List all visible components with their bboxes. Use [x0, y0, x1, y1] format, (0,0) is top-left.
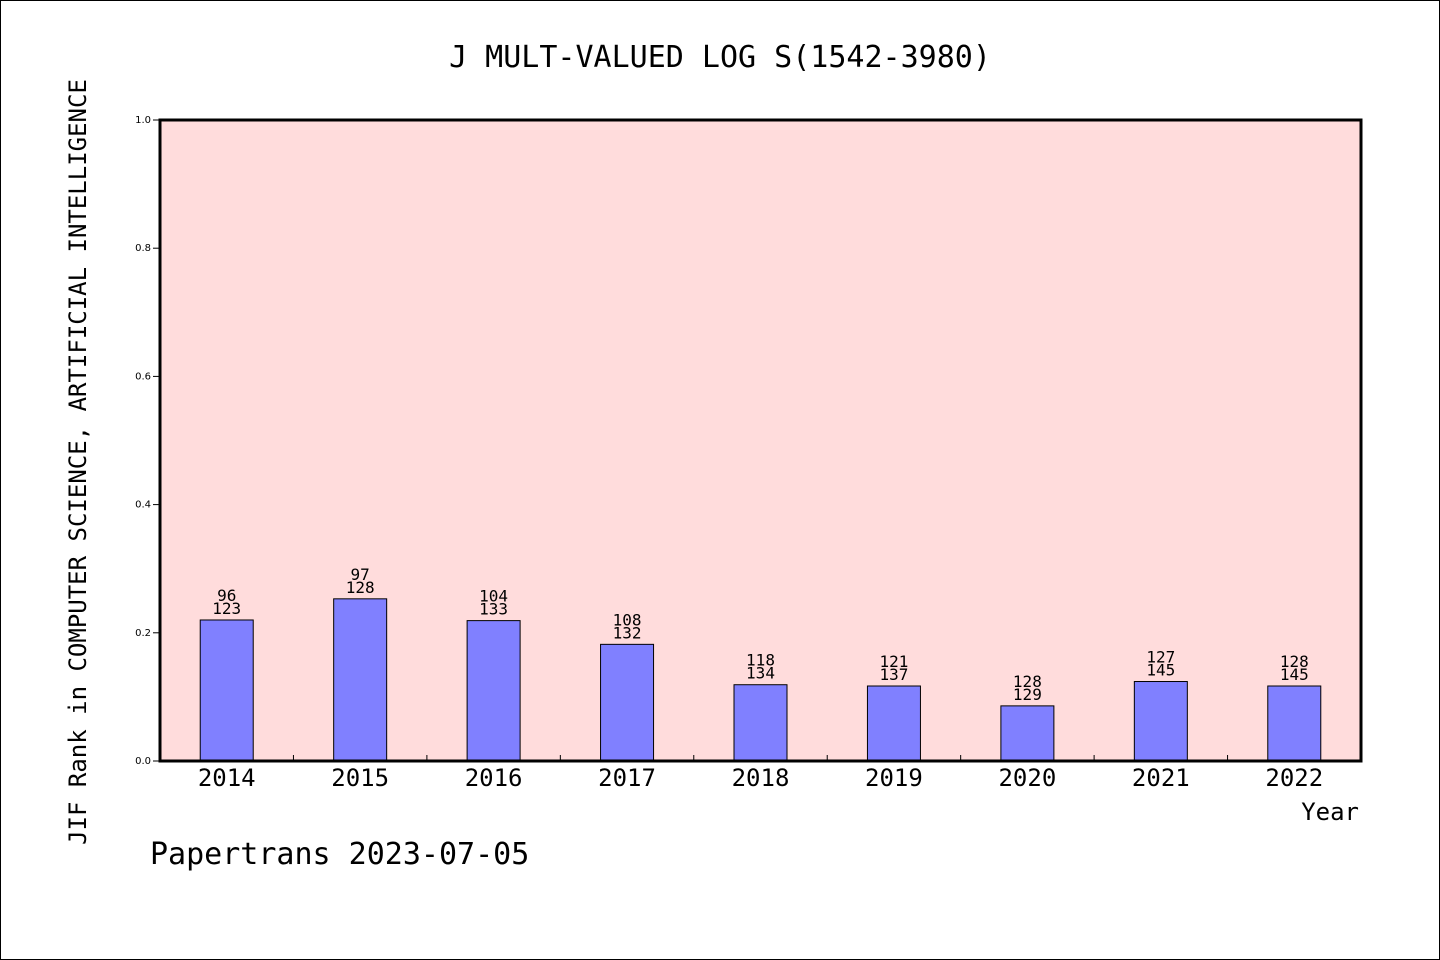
x-tick-label: 2016 [465, 764, 523, 792]
y-tick-label: 0.6 [135, 371, 151, 382]
data-label-bottom: 129 [1013, 685, 1042, 704]
x-tick-label: 2021 [1132, 764, 1190, 792]
data-label-top: 121 [879, 652, 908, 671]
x-tick-label: 2014 [198, 764, 256, 792]
bar [1267, 685, 1322, 762]
data-label-bottom: 145 [1146, 661, 1175, 680]
x-tick-label: 2015 [331, 764, 389, 792]
x-tick-label: 2019 [865, 764, 923, 792]
x-tick-label: 2017 [598, 764, 656, 792]
data-label-bottom: 133 [479, 600, 508, 619]
x-axis-label: Year [1301, 798, 1359, 826]
data-label-bottom: 145 [1280, 665, 1309, 684]
data-label-top: 104 [479, 587, 508, 606]
plot-border [158, 118, 1363, 763]
x-axis: 2014 2015 2016 2017 2018 2019 2020 2021 2022 [198, 755, 1323, 792]
x-tick-label: 2020 [998, 764, 1056, 792]
data-label-top: 108 [613, 610, 642, 629]
y-tick-label: 0.8 [135, 243, 151, 254]
x-tick-label: 2018 [732, 764, 790, 792]
bar [466, 620, 521, 762]
chart-title: J MULT-VALUED LOG S(1542-3980) [449, 40, 991, 75]
x-tick-label: 2022 [1265, 764, 1323, 792]
bar [1000, 705, 1055, 762]
y-axis-label: JIF Rank in COMPUTER SCIENCE, ARTIFICIAL… [64, 79, 92, 845]
data-label-top: 97 [351, 565, 370, 584]
bar [333, 598, 388, 762]
footer-credit: Papertrans 2023-07-05 [150, 837, 529, 872]
y-tick-label: 0.0 [135, 756, 151, 767]
data-label-bottom: 137 [879, 665, 908, 684]
data-label-top: 118 [746, 651, 775, 670]
data-label-bottom: 134 [746, 664, 775, 683]
bar [733, 684, 788, 762]
y-tick-label: 0.4 [135, 500, 151, 511]
y-tick-label: 0.2 [135, 628, 151, 639]
data-label-bottom: 132 [613, 623, 642, 642]
data-label-bottom: 128 [346, 578, 375, 597]
y-tick-label: 1.0 [135, 115, 151, 126]
bar [1133, 681, 1188, 762]
y-axis: 0.0 0.2 0.4 0.6 0.8 1.0 [135, 115, 160, 767]
data-label-top: 127 [1146, 648, 1175, 667]
data-label-top: 128 [1013, 672, 1042, 691]
bar [600, 643, 655, 762]
bar-series [199, 598, 1322, 762]
data-label-bottom: 123 [212, 599, 241, 618]
data-label-top: 96 [217, 586, 236, 605]
bar [866, 685, 921, 762]
bar [199, 619, 254, 762]
data-label-top: 128 [1280, 652, 1309, 671]
